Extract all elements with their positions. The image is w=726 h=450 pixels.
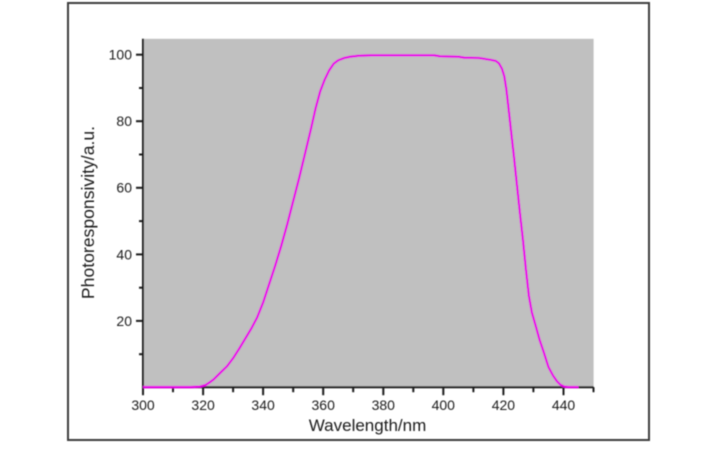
svg-text:60: 60 [116,180,132,196]
svg-text:400: 400 [432,397,456,413]
svg-text:360: 360 [312,397,336,413]
svg-text:40: 40 [116,246,132,262]
svg-text:380: 380 [372,397,396,413]
svg-text:300: 300 [131,397,155,413]
svg-text:440: 440 [552,397,576,413]
svg-text:100: 100 [109,47,133,63]
svg-text:420: 420 [492,397,516,413]
svg-text:340: 340 [251,397,275,413]
svg-text:20: 20 [116,313,132,329]
svg-text:320: 320 [191,397,215,413]
svg-text:Photoresponsivity/a.u.: Photoresponsivity/a.u. [78,126,98,299]
svg-text:80: 80 [116,113,132,129]
svg-text:Wavelength/nm: Wavelength/nm [309,416,426,435]
